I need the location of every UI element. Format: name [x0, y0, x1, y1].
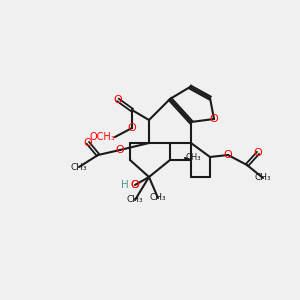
Text: CH₃: CH₃	[255, 173, 271, 182]
Text: O: O	[210, 114, 218, 124]
Text: O: O	[128, 123, 136, 133]
Text: CH₃: CH₃	[150, 194, 166, 202]
Text: O: O	[224, 150, 232, 160]
Text: OCH₃: OCH₃	[89, 132, 115, 142]
Text: CH₃: CH₃	[71, 163, 87, 172]
Text: O: O	[130, 180, 140, 190]
Text: O: O	[254, 148, 262, 158]
Text: O: O	[84, 138, 92, 148]
Text: O: O	[116, 145, 124, 155]
Text: CH₃: CH₃	[185, 154, 200, 163]
Text: CH₃: CH₃	[127, 196, 143, 205]
Text: O: O	[130, 180, 140, 190]
Text: H: H	[121, 180, 129, 190]
Text: O: O	[114, 95, 122, 105]
